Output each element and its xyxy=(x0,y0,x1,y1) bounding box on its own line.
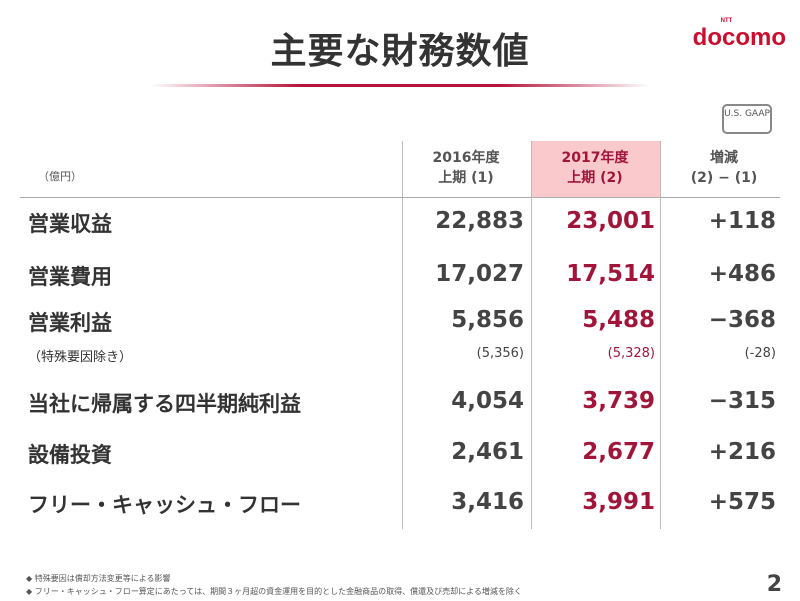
logo-sup: NTT xyxy=(720,18,733,24)
docomo-logo: NTT docomo xyxy=(692,18,786,52)
cell-v2: 23,001 xyxy=(566,208,655,234)
divider xyxy=(531,141,532,529)
header-line: (2) − (1) xyxy=(690,170,758,186)
row-label: 営業収益 xyxy=(28,212,112,236)
logo-text: docomo xyxy=(692,24,786,51)
cell-diff: +486 xyxy=(708,261,776,287)
row-label: 営業費用 xyxy=(28,265,112,289)
cell-v1: 5,856 xyxy=(451,307,524,333)
cell-v2: 2,677 xyxy=(582,439,655,465)
header-2016: 2016年度 上期 (1) xyxy=(402,148,530,188)
cell-diff: (-28) xyxy=(744,346,776,361)
cell-v1: 22,883 xyxy=(435,208,524,234)
row-label: 当社に帰属する四半期純利益 xyxy=(28,392,301,416)
us-gaap-badge: U.S. GAAP xyxy=(722,104,772,134)
row-label: 設備投資 xyxy=(28,443,112,467)
cell-v1: (5,356) xyxy=(476,346,524,361)
slide-title: 主要な財務数値 xyxy=(270,31,530,72)
table-row: 営業収益 22,883 23,001 +118 xyxy=(0,208,800,238)
header-line: 上期 (1) xyxy=(438,170,494,186)
footnotes: ◆ 特殊要因は償却方法変更等による影響 ◆ フリー・キャッシュ・フロー算定にあたっ… xyxy=(26,572,522,598)
cell-v2: 17,514 xyxy=(566,261,655,287)
table-row: 営業費用 17,027 17,514 +486 xyxy=(0,261,800,291)
row-label: 営業利益 xyxy=(28,311,112,335)
footnote: ◆ フリー・キャッシュ・フロー算定にあたっては、期間３ヶ月超の資金運用を目的とし… xyxy=(26,587,522,596)
header-line: 2017年度 xyxy=(561,150,629,166)
unit-label: （億円） xyxy=(38,170,82,183)
cell-diff: +118 xyxy=(708,208,776,234)
cell-v2: 5,488 xyxy=(582,307,655,333)
header-2017: 2017年度 上期 (2) xyxy=(531,148,659,188)
title-underline xyxy=(150,84,650,87)
cell-diff: +575 xyxy=(708,489,776,515)
table-row: （特殊要因除き） (5,356) (5,328) (-28) xyxy=(0,346,800,376)
cell-diff: −368 xyxy=(708,307,776,333)
header-line: 増減 xyxy=(710,150,738,166)
header-line: 2016年度 xyxy=(432,150,500,166)
header-line: 上期 (2) xyxy=(567,170,623,186)
cell-v1: 4,054 xyxy=(451,388,524,414)
cell-v1: 17,027 xyxy=(435,261,524,287)
header-divider xyxy=(20,197,780,198)
cell-v1: 2,461 xyxy=(451,439,524,465)
cell-diff: −315 xyxy=(708,388,776,414)
cell-v2: 3,991 xyxy=(582,489,655,515)
footnote: ◆ 特殊要因は償却方法変更等による影響 xyxy=(26,574,171,583)
cell-v1: 3,416 xyxy=(451,489,524,515)
row-label: フリー・キャッシュ・フロー xyxy=(28,493,301,517)
cell-diff: +216 xyxy=(708,439,776,465)
cell-v2: 3,739 xyxy=(582,388,655,414)
table-row: フリー・キャッシュ・フロー 3,416 3,991 +575 xyxy=(0,489,800,519)
table-row: 営業利益 5,856 5,488 −368 xyxy=(0,307,800,337)
divider xyxy=(660,141,661,529)
header-diff: 増減 (2) − (1) xyxy=(660,148,788,188)
cell-v2: (5,328) xyxy=(607,346,655,361)
divider xyxy=(402,141,403,529)
highlight-column xyxy=(531,141,660,197)
row-label: （特殊要因除き） xyxy=(28,350,133,365)
table-row: 当社に帰属する四半期純利益 4,054 3,739 −315 xyxy=(0,388,800,418)
table-row: 設備投資 2,461 2,677 +216 xyxy=(0,439,800,469)
page-number: 2 xyxy=(766,572,782,597)
